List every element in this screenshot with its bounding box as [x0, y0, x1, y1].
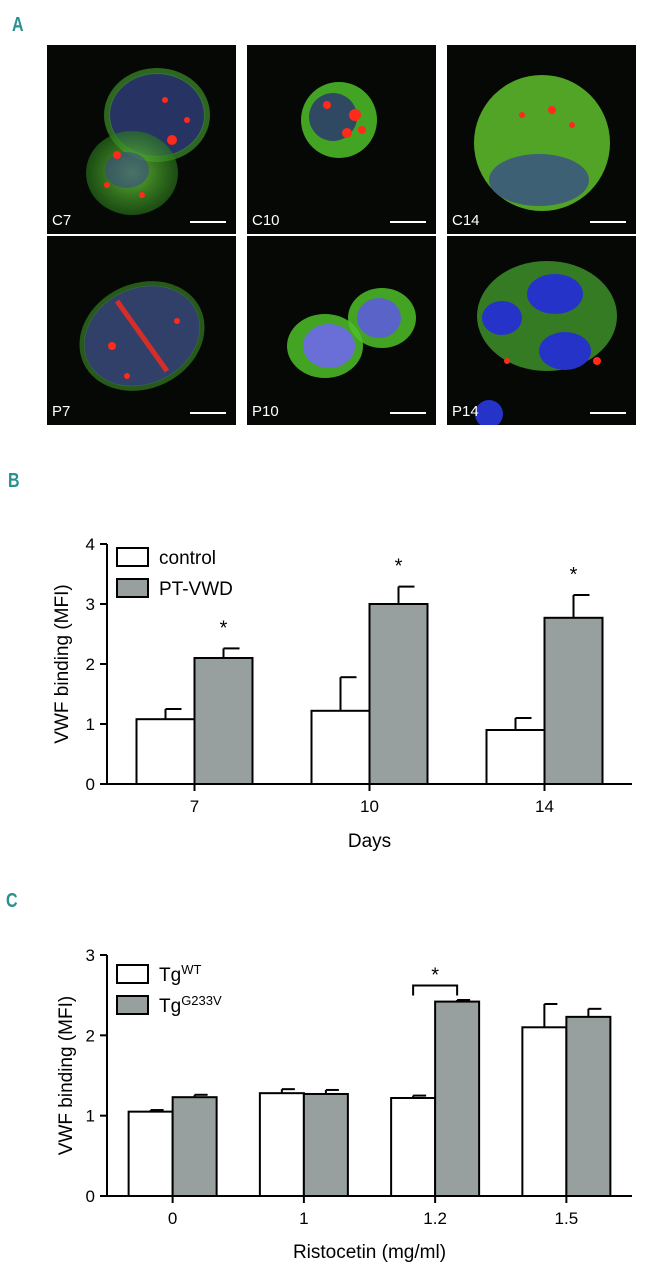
bar-control	[310, 709, 371, 785]
x-tick-label: 1	[299, 1209, 308, 1228]
micrograph-label: P10	[252, 403, 279, 420]
micrograph-p7: P7	[47, 236, 236, 425]
chart-b: 0 1 2 3 4 7 10 14 VWF binding (MFI) Days control PT…	[52, 535, 632, 852]
y-axis-label: VWF binding (MFI)	[52, 584, 73, 743]
x-tick-label: 14	[535, 797, 554, 816]
legend-label: control	[159, 548, 216, 569]
significance-marker: *	[431, 965, 439, 987]
micrograph-c7: C7	[47, 45, 236, 234]
x-axis-label: Ristocetin (mg/ml)	[293, 1242, 446, 1263]
y-tick-label: 0	[86, 1187, 95, 1206]
significance-marker: *	[395, 556, 403, 578]
x-tick-label: 1.2	[423, 1209, 447, 1228]
bar-treated	[302, 1092, 349, 1197]
bar-control	[258, 1092, 305, 1198]
micrograph-large-cell-icon	[474, 75, 610, 211]
legend-swatch	[116, 995, 149, 1015]
legend-label: TgWT	[159, 962, 201, 986]
panel-a-letter: A	[12, 14, 24, 36]
micrograph-two-cells-icon	[86, 68, 210, 215]
bar-treated	[543, 616, 604, 785]
bar-treated	[368, 603, 429, 785]
micrograph-two-cells-icon	[79, 281, 205, 391]
micrograph-two-cells-blue-nuclei-icon	[287, 288, 416, 378]
micrograph-label: C7	[52, 212, 72, 229]
bar-control	[521, 1026, 568, 1197]
y-tick-label: 1	[86, 715, 95, 734]
legend-label-superscript: WT	[181, 962, 201, 977]
legend-swatch	[116, 964, 149, 984]
y-tick-label: 3	[86, 946, 95, 965]
bar-control	[135, 718, 196, 785]
significance-marker: *	[570, 564, 578, 586]
x-tick-label: 0	[168, 1209, 177, 1228]
bar-treated	[434, 1000, 481, 1197]
scale-bar	[190, 221, 226, 223]
y-tick-label: 1	[86, 1107, 95, 1126]
micrograph-cluster-blue-nuclei-icon	[475, 261, 617, 425]
bar-treated	[171, 1096, 218, 1197]
micrograph-label: P7	[52, 403, 71, 420]
legend-label: PT-VWD	[159, 579, 233, 600]
y-tick-label: 2	[86, 655, 95, 674]
micrograph-c10: C10	[247, 45, 436, 234]
panel-b-letter: B	[8, 470, 20, 492]
scale-bar	[190, 412, 226, 414]
y-tick-label: 2	[86, 1026, 95, 1045]
micrograph-single-cell-icon	[301, 82, 377, 158]
scale-bar	[590, 412, 626, 414]
y-axis-label: VWF binding (MFI)	[56, 996, 77, 1155]
bar-treated	[193, 657, 254, 785]
significance-bracket	[412, 984, 459, 996]
micrograph-label: P14	[452, 403, 479, 420]
legend-swatch	[116, 547, 149, 567]
y-tick-label: 0	[86, 775, 95, 794]
micrograph-c14: C14	[447, 45, 636, 234]
scale-bar	[390, 221, 426, 223]
legend-label-superscript: G233V	[181, 993, 222, 1008]
scale-bar	[390, 412, 426, 414]
bar-control	[127, 1110, 174, 1197]
x-tick-label: 7	[190, 797, 199, 816]
micrograph-label: C14	[452, 212, 480, 229]
bar-control	[390, 1096, 437, 1197]
x-tick-label: 10	[360, 797, 379, 816]
x-tick-label: 1.5	[555, 1209, 579, 1228]
y-tick-label: 3	[86, 595, 95, 614]
x-axis-label: Days	[348, 831, 391, 852]
legend-swatch	[116, 578, 149, 598]
micrograph-p10: P10	[247, 236, 436, 425]
micrograph-label: C10	[252, 212, 280, 229]
panel-c-letter: C	[6, 890, 18, 912]
significance-marker: *	[220, 617, 228, 639]
legend-label: TgG233V	[159, 993, 222, 1017]
scale-bar	[590, 221, 626, 223]
chart-c: 0 1 2 3 0 1 1.2 1.5 VWF binding (MFI) Ristocetin …	[56, 946, 632, 1263]
bar-control	[485, 729, 546, 785]
y-tick-label: 4	[86, 535, 95, 554]
micrograph-p14: P14	[447, 236, 636, 425]
bar-treated	[565, 1015, 612, 1197]
